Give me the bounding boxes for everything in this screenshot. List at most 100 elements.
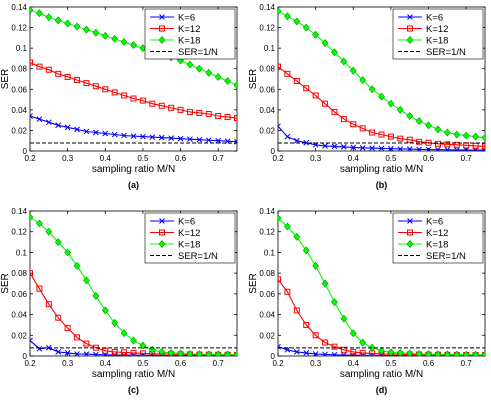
data-point bbox=[453, 130, 461, 139]
data-point bbox=[224, 114, 231, 121]
y-axis-label: SER bbox=[0, 69, 11, 90]
data-point bbox=[396, 105, 404, 114]
data-point bbox=[293, 307, 300, 314]
y-tick-label: 0.12 bbox=[11, 24, 27, 33]
data-point bbox=[303, 85, 310, 92]
data-point bbox=[64, 19, 72, 28]
series-group bbox=[278, 7, 485, 151]
data-point bbox=[349, 329, 357, 338]
data-point bbox=[177, 349, 184, 356]
data-point bbox=[121, 92, 128, 99]
data-point bbox=[102, 130, 109, 137]
data-point bbox=[368, 85, 376, 94]
data-point bbox=[205, 137, 212, 144]
data-point bbox=[278, 276, 281, 283]
x-tick-label: 0.5 bbox=[137, 359, 149, 368]
x-tick-label: 0.4 bbox=[100, 359, 112, 368]
data-point bbox=[149, 134, 156, 140]
y-tick-label: 0.14 bbox=[11, 207, 27, 216]
y-axis-label: SER bbox=[248, 273, 259, 294]
data-point bbox=[322, 339, 329, 346]
panel-caption: (c) bbox=[128, 385, 139, 395]
data-point bbox=[453, 350, 461, 356]
data-point bbox=[340, 57, 348, 66]
x-tick-label: 0.6 bbox=[175, 154, 187, 163]
data-point bbox=[331, 351, 338, 356]
data-point bbox=[54, 16, 62, 25]
legend-marker bbox=[406, 240, 414, 248]
legend-entry-label: SER=1/N bbox=[426, 47, 466, 58]
data-point bbox=[284, 222, 291, 231]
data-point bbox=[139, 350, 146, 356]
data-point bbox=[149, 100, 156, 107]
data-point bbox=[196, 136, 203, 143]
data-point bbox=[435, 146, 441, 151]
data-point bbox=[224, 350, 231, 356]
data-point bbox=[83, 351, 90, 356]
x-axis-label: sampling ratio M/N bbox=[92, 369, 175, 380]
legend-entry-label: K=6 bbox=[426, 13, 443, 24]
legend-entry-label: SER=1/N bbox=[178, 251, 218, 262]
y-tick-label: 0.06 bbox=[11, 85, 27, 94]
data-point bbox=[312, 30, 320, 39]
data-point bbox=[74, 334, 81, 341]
y-tick-label: 0.08 bbox=[259, 269, 275, 278]
data-point bbox=[55, 349, 62, 355]
data-point bbox=[293, 232, 301, 241]
x-tick-label: 0.7 bbox=[213, 359, 225, 368]
data-point bbox=[111, 348, 118, 355]
data-point bbox=[111, 34, 119, 43]
data-point bbox=[30, 7, 34, 15]
data-point bbox=[92, 291, 100, 300]
x-tick-label: 0.4 bbox=[348, 154, 360, 163]
data-point bbox=[111, 318, 119, 327]
data-point bbox=[36, 116, 43, 122]
legend-marker bbox=[159, 229, 165, 236]
data-point bbox=[359, 76, 367, 84]
x-tick-label: 0.3 bbox=[62, 359, 74, 368]
data-point bbox=[83, 25, 90, 34]
data-point bbox=[30, 59, 33, 66]
data-point bbox=[101, 31, 109, 40]
data-point bbox=[121, 349, 128, 356]
chart-panel-c: 0 0.02 0.04 0.06 0.08 0.1 0.12 0.14 0.2 0.3 0.4 0.5… bbox=[0, 207, 238, 395]
legend-entry-label: K=12 bbox=[426, 228, 448, 239]
y-tick-label: 0.06 bbox=[259, 290, 275, 299]
data-point bbox=[321, 39, 329, 47]
data-point bbox=[387, 99, 395, 108]
data-point bbox=[73, 261, 81, 270]
legend-marker bbox=[159, 218, 165, 224]
x-tick-label: 0.4 bbox=[100, 154, 112, 163]
data-point bbox=[444, 146, 451, 151]
x-tick-label: 0.6 bbox=[423, 359, 435, 368]
chart-panel-d: 0 0.02 0.04 0.06 0.08 0.1 0.12 0.14 0.2 0.3 0.4 0.5… bbox=[248, 207, 486, 395]
legend-entry-label: K=6 bbox=[426, 217, 443, 228]
data-point bbox=[293, 17, 301, 26]
legend-entry-label: K=12 bbox=[178, 24, 200, 35]
data-point bbox=[167, 348, 175, 356]
x-tick-label: 0.5 bbox=[137, 154, 149, 163]
x-tick-label: 0.4 bbox=[348, 359, 360, 368]
x-axis-label: sampling ratio M/N bbox=[340, 164, 423, 175]
y-tick-label: 0.08 bbox=[11, 269, 27, 278]
data-point bbox=[293, 137, 300, 144]
data-point bbox=[74, 351, 80, 356]
series-group bbox=[30, 213, 237, 356]
data-point bbox=[45, 227, 53, 236]
data-point bbox=[453, 147, 460, 151]
y-tick-label: 0 bbox=[271, 147, 276, 156]
legend-entry-label: K=18 bbox=[426, 36, 448, 47]
y-tick-label: 0.02 bbox=[259, 126, 275, 135]
data-point bbox=[102, 86, 109, 93]
data-point bbox=[406, 146, 413, 151]
data-point bbox=[397, 135, 404, 142]
legend-entry-label: SER=1/N bbox=[178, 47, 218, 58]
x-tick-label: 0.3 bbox=[62, 154, 74, 163]
data-point bbox=[111, 89, 118, 96]
data-point bbox=[331, 298, 338, 307]
x-tick-label: 0.3 bbox=[310, 154, 322, 163]
